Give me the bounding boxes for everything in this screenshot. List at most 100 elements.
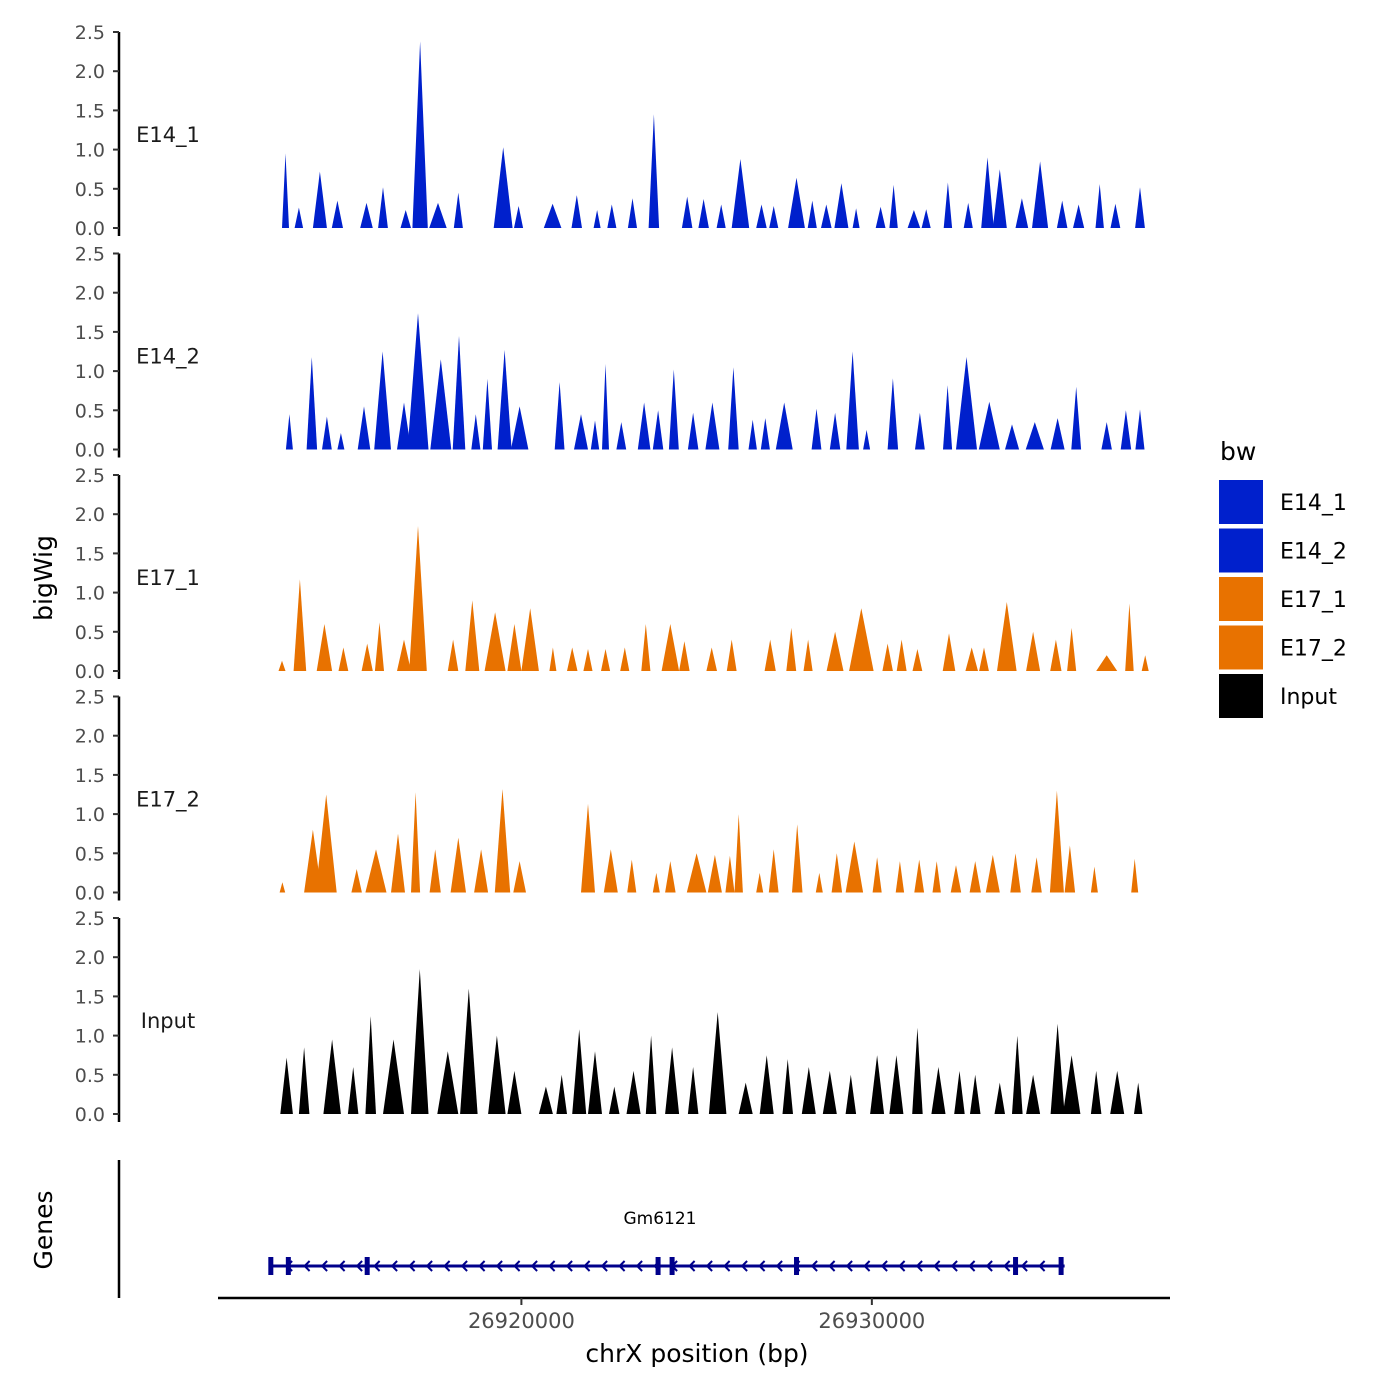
signal-peak [661,624,680,671]
signal-peak [1062,1055,1081,1114]
signal-peak [347,1067,359,1114]
signal-peak [845,841,864,893]
signal-peak [652,410,664,450]
signal-peak [652,872,660,893]
signal-peak [1071,386,1082,450]
x-axis: chrX position (bp) 26920000 26930000 [218,1296,1170,1368]
signal-peak [756,204,767,228]
signal-peak [572,1029,587,1114]
signal-peak [450,837,466,893]
exon-mark [285,1257,291,1275]
signal-peak [447,639,459,671]
strand-arrow [740,1260,748,1272]
y-tick-label: 1.5 [75,322,105,344]
genes-axis-title: Genes [29,1190,58,1269]
signal-peak [641,624,651,671]
signal-peak [845,1074,857,1114]
signal-peak [1049,790,1064,893]
signal-peak [465,600,480,671]
strand-arrow [495,1260,503,1272]
strand-arrow [968,1260,976,1272]
signal-peak [707,854,722,893]
signal-peak [708,1012,727,1114]
signal-peak [950,865,962,893]
signal-peak [829,412,841,450]
strand-arrow [915,1260,923,1272]
signal-peak [769,206,779,228]
y-tick-label: 2.0 [75,504,105,526]
signal-peak [279,882,286,893]
strand-arrow [303,1260,311,1272]
track-label: E17_2 [136,788,200,813]
signal-peak [1120,410,1132,450]
strand-arrow [845,1260,853,1272]
strand-arrow [425,1260,433,1272]
signal-peak [1005,424,1020,450]
signal-peak [549,647,557,671]
strand-arrow [338,1260,346,1272]
signal-peak [607,204,617,228]
signal-peak [731,159,750,228]
signal-peak [588,1051,602,1114]
strand-arrow [600,1260,608,1272]
signal-peak [338,647,349,671]
signal-peak [942,633,956,671]
signal-peak [821,204,832,228]
signal-peak [889,184,898,228]
signal-peak [846,351,859,450]
signal-peak [687,1067,699,1114]
signal-peak [686,853,707,893]
legend: bw E14_1 E14_2 E17_1 E17_2 Input [1219,437,1347,718]
strand-arrow [320,1260,328,1272]
signal-peak [705,402,720,450]
signal-peak [407,313,429,450]
strand-arrow [478,1260,486,1272]
exon-mark [268,1257,274,1275]
y-tick-label: 1.0 [75,361,105,383]
signal-peak [374,351,391,450]
legend-swatch [1219,480,1263,524]
signal-peak [365,849,387,893]
signal-peak [409,526,427,671]
signal-peak [912,649,923,671]
signal-peak [471,414,481,450]
signal-peak [282,153,289,228]
signal-peak [872,857,882,893]
legend-label: E17_1 [1280,588,1347,613]
strand-arrow [565,1260,573,1272]
signal-peak [875,206,886,228]
signal-peak [1015,198,1029,228]
signal-peak [315,794,337,893]
strand-arrow [583,1260,591,1272]
signal-peak [921,209,931,228]
signal-peak [620,647,630,671]
x-axis-title: chrX position (bp) [585,1339,808,1368]
signal-peak [397,639,411,671]
signal-peak [645,1035,657,1114]
strand-arrow [758,1260,766,1272]
signal-peak [581,803,595,893]
strand-arrow [390,1260,398,1272]
signal-peak [896,639,907,671]
signal-peak [863,429,871,450]
signal-peak [1025,422,1044,450]
signal-peak [734,814,743,893]
signal-peak [882,643,893,671]
signal-peak [1101,422,1112,450]
signal-peak [831,853,843,893]
signal-peak [1090,1070,1102,1114]
signal-peak [786,627,797,671]
signal-peak [665,1047,680,1114]
signal-peak [907,210,921,228]
signal-peak [411,969,429,1114]
signal-peak [782,1059,793,1114]
track-Input: 0.0 0.5 1.0 1.5 2.0 2.5 Input [75,908,1143,1126]
strand-arrow [408,1260,416,1272]
signal-peak [538,1086,553,1114]
signal-peak [994,1082,1005,1114]
signal-peak [943,182,953,228]
signal-peak [807,200,817,228]
signal-peak [970,1074,981,1114]
signal-peak [494,789,511,893]
signal-peak [1050,639,1062,671]
